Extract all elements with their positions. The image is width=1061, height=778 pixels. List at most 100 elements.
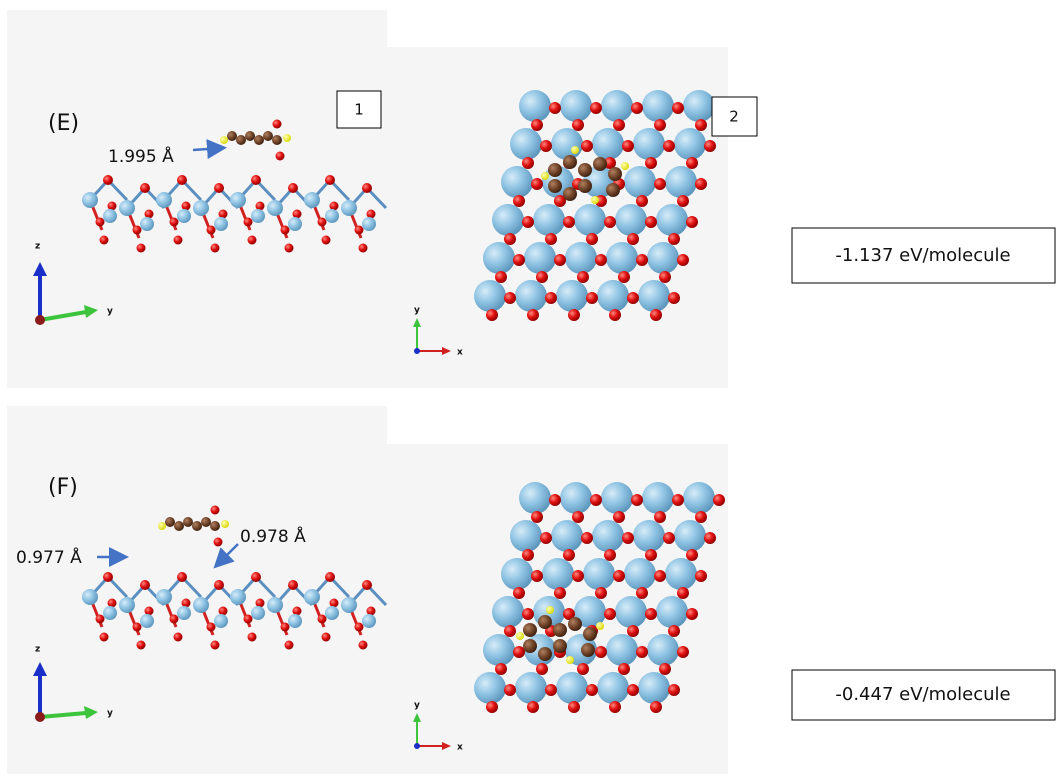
panel-number: 2 [729, 108, 739, 126]
carbon-atom [578, 163, 592, 177]
oxygen-atom [133, 226, 142, 235]
oxygen-atom [636, 195, 648, 207]
oxygen-atom [654, 178, 666, 190]
oxygen-atom [654, 511, 666, 523]
oxygen-atom [325, 572, 335, 582]
axis-label: z [35, 645, 40, 655]
oxygen-atom [563, 549, 575, 561]
metal-atom [341, 597, 357, 613]
metal-atom [647, 634, 679, 666]
metal-atom [642, 482, 674, 514]
metal-atom [510, 128, 542, 160]
oxygen-atom [207, 623, 216, 632]
oxygen-atom [177, 572, 187, 582]
metal-atom [665, 558, 697, 590]
metal-atom [638, 672, 670, 704]
oxygen-atom [486, 309, 498, 321]
oxygen-atom [659, 663, 671, 675]
oxygen-atom [677, 587, 689, 599]
oxygen-atom [572, 511, 584, 523]
metal-atom [251, 209, 265, 223]
metal-atom [674, 520, 706, 552]
hydrogen-atom [566, 656, 574, 664]
hydrogen-atom [516, 632, 524, 640]
metal-atom [501, 166, 533, 198]
oxygen-atom [531, 570, 543, 582]
carbon-atom [254, 135, 264, 145]
hydrogen-atom [591, 196, 599, 204]
metal-atom [140, 217, 154, 231]
oxygen-atom [170, 615, 179, 624]
oxygen-atom [636, 646, 648, 658]
oxygen-atom [248, 236, 257, 245]
metal-atom [601, 482, 633, 514]
oxygen-atom [604, 608, 616, 620]
oxygen-atom [355, 226, 364, 235]
oxygen-atom [211, 506, 220, 515]
carbon-atom [563, 187, 577, 201]
oxygen-atom [713, 494, 725, 506]
oxygen-atom [636, 254, 648, 266]
oxygen-atom [654, 119, 666, 131]
oxygen-atom [668, 625, 680, 637]
oxygen-atom [140, 580, 150, 590]
panel-label: (E) [48, 111, 79, 136]
oxygen-atom [668, 292, 680, 304]
oxygen-atom [631, 102, 643, 114]
metal-atom [156, 192, 172, 208]
metal-atom [82, 589, 98, 605]
axis-label: z [35, 242, 40, 252]
oxygen-atom [704, 140, 716, 152]
metal-atom [82, 192, 98, 208]
oxygen-atom [645, 157, 657, 169]
metal-atom [519, 90, 551, 122]
metal-atom [193, 597, 209, 613]
oxygen-atom [554, 254, 566, 266]
oxygen-atom [362, 183, 372, 193]
oxygen-atom [627, 625, 639, 637]
metal-atom [551, 128, 583, 160]
oxygen-atom [513, 587, 525, 599]
metal-atom [633, 128, 665, 160]
metal-atom [230, 589, 246, 605]
carbon-atom [227, 131, 237, 141]
metal-atom [510, 520, 542, 552]
oxygen-atom [522, 157, 534, 169]
oxygen-atom [362, 580, 372, 590]
distance-label: 0.978 Å [240, 525, 306, 547]
oxygen-atom [531, 119, 543, 131]
metal-atom [592, 520, 624, 552]
carbon-atom [272, 135, 282, 145]
metal-atom [267, 200, 283, 216]
hydrogen-atom [221, 520, 229, 528]
metal-atom [214, 614, 228, 628]
hydrogen-atom [158, 522, 166, 530]
carbon-atom [606, 183, 620, 197]
oxygen-atom [504, 233, 516, 245]
oxygen-atom [581, 532, 593, 544]
oxygen-atom [527, 309, 539, 321]
oxygen-atom [504, 292, 516, 304]
oxygen-atom [618, 271, 630, 283]
oxygen-atom [577, 663, 589, 675]
oxygen-atom [695, 119, 707, 131]
oxygen-atom [686, 216, 698, 228]
oxygen-atom [140, 183, 150, 193]
metal-atom [103, 209, 117, 223]
axis-label: x [457, 743, 463, 753]
hydrogen-atom [596, 622, 604, 630]
carbon-atom [548, 179, 562, 193]
carbon-atom [538, 615, 552, 629]
carbon-atom [548, 163, 562, 177]
oxygen-atom [636, 587, 648, 599]
oxygen-atom [96, 218, 105, 227]
metal-atom [501, 558, 533, 590]
carbon-atom [201, 517, 211, 527]
oxygen-atom [668, 684, 680, 696]
oxygen-atom [627, 684, 639, 696]
metal-atom [592, 128, 624, 160]
hydrogen-atom [546, 606, 554, 614]
oxygen-atom [645, 216, 657, 228]
oxygen-atom [695, 570, 707, 582]
metal-atom [304, 192, 320, 208]
